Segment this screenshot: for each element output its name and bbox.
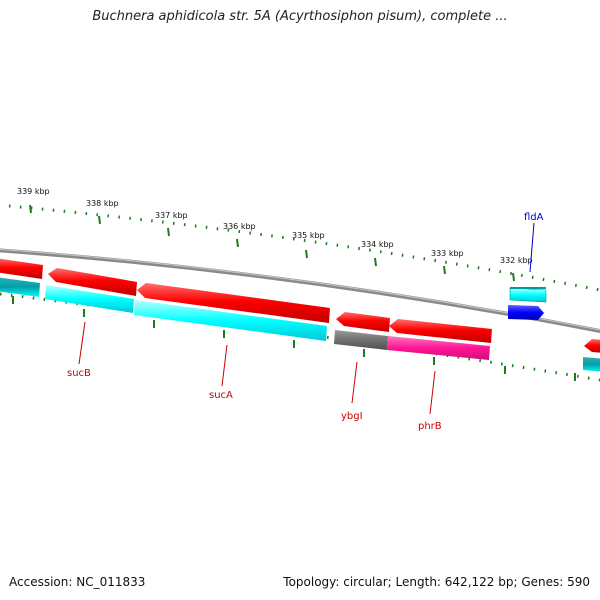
tick-label-335: 335 kbp: [292, 231, 325, 240]
leader-phrB: [429, 370, 436, 415]
cds-sucA-upper[interactable]: [137, 283, 330, 323]
inner-tick-ring: [0, 292, 600, 382]
major-tick-335: [305, 249, 308, 259]
cog-right-edge[interactable]: [583, 357, 600, 372]
major-tick-336: [236, 238, 239, 248]
tick-label-333: 333 kbp: [431, 249, 464, 258]
gene-label-fldA[interactable]: fldA: [524, 212, 544, 223]
major-tick-338: [98, 215, 101, 225]
cds-sucB-upper[interactable]: [48, 268, 137, 296]
cog-left-edge[interactable]: [0, 277, 40, 297]
cds-fldA-upper-edge: [510, 287, 546, 289]
cog-sucB[interactable]: [45, 285, 134, 313]
tick-label-338: 338 kbp: [86, 199, 119, 208]
genome-summary-text: Topology: circular; Length: 642,122 bp; …: [283, 575, 590, 589]
major-tick-334: [374, 257, 377, 267]
outer-tick-ring: [0, 203, 600, 292]
gene-label-phrB[interactable]: phrB: [418, 421, 442, 432]
map-title: Buchnera aphidicola str. 5A (Acyrthosiph…: [92, 9, 508, 24]
accession-text: Accession: NC_011833: [9, 575, 146, 589]
gene-label-sucB[interactable]: sucB: [67, 368, 91, 379]
major-tick-337: [167, 227, 170, 237]
tick-label-339: 339 kbp: [17, 187, 50, 196]
cds-right-edge[interactable]: [584, 339, 600, 353]
cog-sucA[interactable]: [134, 300, 327, 341]
cds-fldA-upper[interactable]: [509, 287, 547, 303]
tick-label-336: 336 kbp: [223, 222, 256, 231]
tick-label-332: 332 kbp: [500, 256, 533, 265]
cog-phrB[interactable]: [387, 336, 490, 360]
major-tick-332: [512, 272, 515, 282]
major-tick-339: [29, 204, 32, 214]
leader-ybgI: [351, 361, 358, 404]
cog-ybgI[interactable]: [334, 330, 388, 350]
gene-label-sucA[interactable]: sucA: [209, 390, 233, 401]
leader-sucB: [78, 321, 86, 365]
gene-label-ybgI[interactable]: ybgI: [341, 411, 363, 422]
leader-fldA: [529, 222, 535, 273]
tick-label-337: 337 kbp: [155, 211, 188, 220]
cds-phrB-upper[interactable]: [389, 319, 492, 343]
major-tick-333: [443, 265, 446, 275]
cds-fldA[interactable]: [508, 305, 544, 320]
tick-label-334: 334 kbp: [361, 240, 394, 249]
cds-ybgI-upper[interactable]: [336, 312, 390, 332]
cds-left-edge[interactable]: [0, 258, 43, 279]
leader-sucA: [221, 344, 228, 387]
